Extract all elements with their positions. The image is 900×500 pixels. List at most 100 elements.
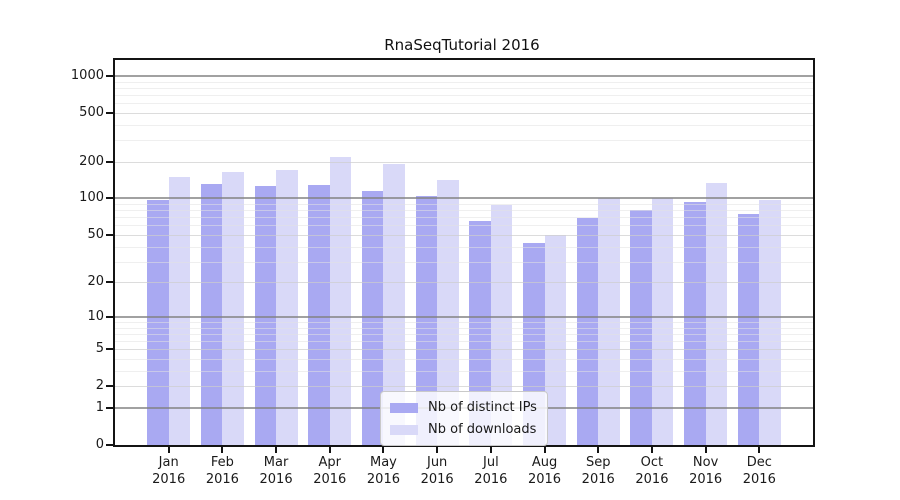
- gridline-minor: [115, 217, 813, 219]
- x-tick-year: 2016: [259, 472, 293, 487]
- y-tick-label: 200: [79, 153, 104, 169]
- y-tick-label: 10: [87, 308, 104, 324]
- y-tick-label: 5: [95, 341, 104, 357]
- x-tick-label: Feb 2016: [190, 454, 254, 488]
- gridline-minor: [115, 370, 813, 372]
- x-tick-label: Mar 2016: [244, 454, 308, 488]
- x-tick-year: 2016: [152, 472, 186, 487]
- bar-oct-downloads: [651, 197, 674, 445]
- gridline-minor: [115, 246, 813, 248]
- x-tick-label: Jun 2016: [405, 454, 469, 488]
- x-tick-dec: [758, 447, 761, 453]
- bar-jun-downloads: [437, 179, 459, 445]
- x-tick-label: Nov 2016: [674, 454, 738, 488]
- x-tick-year: 2016: [313, 472, 347, 487]
- gridline-5: [115, 349, 813, 351]
- y-tick-label: 0: [95, 437, 104, 452]
- y-tick-100: [106, 197, 113, 200]
- x-tick-label: Sep 2016: [566, 454, 630, 488]
- x-tick-label: May 2016: [351, 454, 415, 488]
- y-tick-0: [106, 444, 113, 446]
- x-tick-oct: [650, 447, 653, 453]
- bar-feb-downloads: [222, 171, 244, 445]
- x-tick-month: Jun: [426, 455, 448, 470]
- x-tick-year: 2016: [689, 472, 723, 487]
- legend-item-downloads: Nb of downloads: [390, 420, 537, 439]
- y-tick-200: [106, 160, 113, 163]
- y-tick-1: [106, 406, 113, 409]
- x-tick-may: [382, 447, 385, 453]
- gridline-100: [115, 197, 813, 200]
- y-tick-label: 20: [87, 274, 104, 290]
- x-tick-jan: [167, 447, 170, 453]
- gridline-10: [115, 315, 813, 318]
- x-tick-aug: [543, 447, 546, 453]
- bar-jun-distinct-ips: [415, 196, 438, 445]
- gridline-2: [115, 386, 813, 388]
- x-tick-year: 2016: [366, 472, 400, 487]
- legend-item-distinct-ips: Nb of distinct IPs: [390, 398, 537, 417]
- gridline-500: [115, 112, 813, 114]
- x-tick-jun: [436, 447, 439, 453]
- x-tick-year: 2016: [474, 472, 508, 487]
- x-tick-month: Sep: [585, 455, 611, 470]
- legend-label-downloads: Nb of downloads: [428, 422, 537, 437]
- x-tick-month: Nov: [692, 455, 719, 470]
- gridline-minor: [115, 327, 813, 329]
- x-tick-year: 2016: [742, 472, 776, 487]
- y-tick-label: 2: [95, 378, 104, 394]
- gridline-minor: [115, 140, 813, 142]
- x-tick-label: Oct 2016: [620, 454, 684, 488]
- x-tick-year: 2016: [205, 472, 239, 487]
- x-tick-month: Oct: [640, 455, 664, 470]
- x-tick-month: Jul: [483, 455, 499, 470]
- gridline-minor: [115, 341, 813, 343]
- x-tick-year: 2016: [420, 472, 454, 487]
- x-tick-year: 2016: [527, 472, 562, 487]
- y-tick-label: 50: [87, 226, 104, 242]
- bar-apr-distinct-ips: [308, 184, 330, 445]
- x-tick-nov: [704, 447, 707, 453]
- bar-dec-distinct-ips: [737, 213, 760, 445]
- legend: Nb of distinct IPs Nb of downloads: [380, 391, 548, 446]
- y-tick-label: 500: [79, 104, 104, 120]
- x-tick-month: Dec: [746, 455, 772, 470]
- gridline-minor: [115, 87, 813, 89]
- gridline-minor: [115, 333, 813, 335]
- legend-swatch-downloads: [390, 424, 418, 435]
- bar-sep-distinct-ips: [576, 218, 599, 445]
- y-tick-500: [106, 111, 113, 114]
- y-tick-1000: [106, 74, 113, 77]
- gridline-200: [115, 161, 813, 163]
- x-tick-sep: [597, 447, 600, 453]
- legend-swatch-distinct-ips: [390, 402, 418, 413]
- x-tick-jul: [489, 447, 492, 453]
- x-tick-label: Jan 2016: [137, 454, 201, 488]
- bar-aug-downloads: [544, 234, 567, 445]
- legend-label-distinct-ips: Nb of distinct IPs: [428, 400, 537, 415]
- x-tick-apr: [328, 447, 331, 453]
- gridline-minor: [115, 94, 813, 96]
- y-tick-2: [106, 385, 113, 388]
- x-tick-month: Feb: [210, 455, 234, 470]
- bar-jul-downloads: [490, 205, 513, 445]
- gridline-minor: [115, 81, 813, 83]
- gridline-minor: [115, 124, 813, 126]
- bar-nov-downloads: [705, 182, 728, 445]
- y-tick-20: [106, 281, 113, 284]
- x-tick-month: Mar: [263, 455, 289, 470]
- bar-may-downloads: [383, 163, 405, 445]
- y-tick-50: [106, 233, 113, 236]
- gridline-1000: [115, 74, 813, 77]
- bar-apr-downloads: [329, 157, 352, 445]
- gridline-minor: [115, 261, 813, 263]
- x-tick-month: May: [370, 455, 397, 470]
- x-tick-month: Aug: [531, 455, 558, 470]
- x-tick-month: Jan: [158, 455, 179, 470]
- gridline-minor: [115, 210, 813, 212]
- x-tick-label: Dec 2016: [727, 454, 791, 488]
- x-tick-year: 2016: [581, 472, 615, 487]
- bar-feb-distinct-ips: [200, 184, 223, 445]
- bar-jan-downloads: [168, 177, 191, 445]
